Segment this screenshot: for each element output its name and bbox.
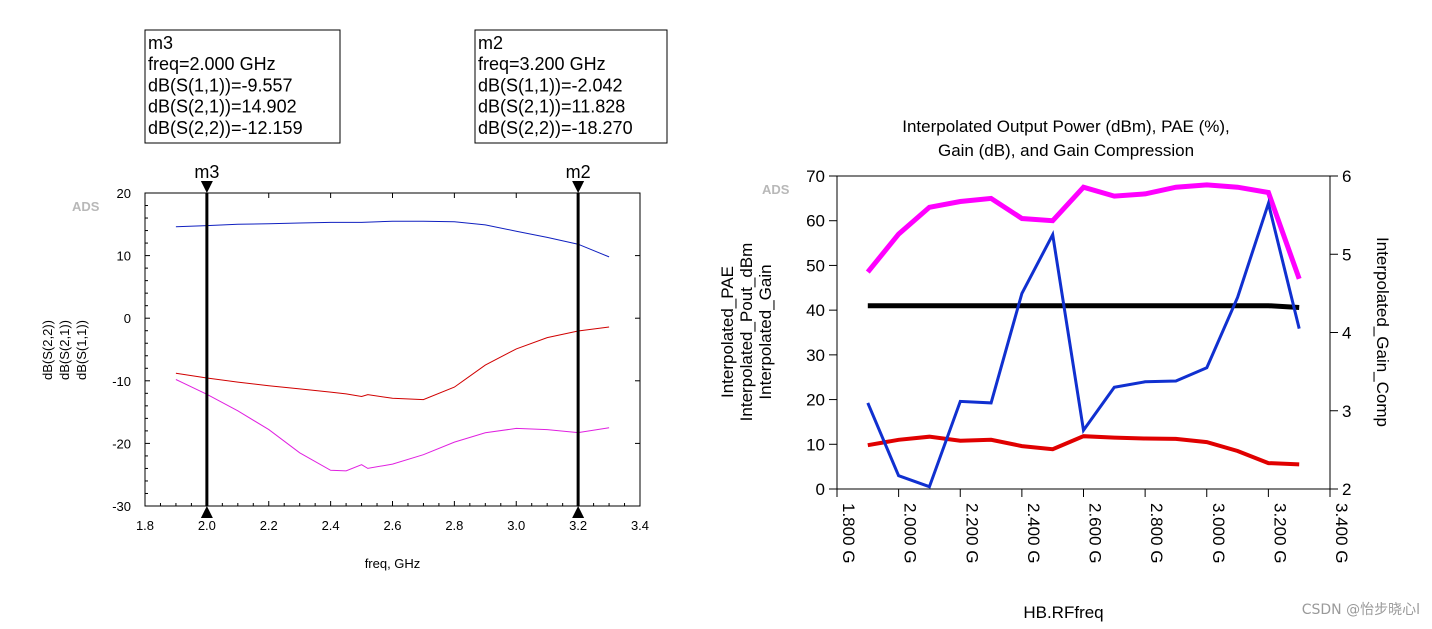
left-y-label-2: dB(S(1,1)) (74, 320, 89, 380)
left-y-tick-label: 0 (124, 311, 131, 326)
marker-readout-line: dB(S(1,1))=-9.557 (148, 75, 293, 95)
left-y-tick-label: -10 (112, 374, 131, 389)
right-x-tick-label: 3.400 G (1332, 503, 1351, 564)
marker-readout-box (474, 29, 668, 144)
marker-readout-line: freq=3.200 GHz (478, 54, 606, 74)
left-series-db-s-2-2- (175, 379, 610, 472)
left-x-tick-label: 3.0 (507, 518, 525, 533)
right-title-line: Gain (dB), and Gain Compression (938, 141, 1194, 160)
right-series-interpolated-pout-dbm (867, 303, 1300, 310)
left-y-tick-label: 10 (117, 249, 131, 264)
right-series-interpolated-pae (865, 182, 1302, 280)
left-x-tick-label: 1.8 (136, 518, 154, 533)
left-y-label-0: dB(S(2,2)) (40, 320, 55, 380)
right-x-tick-label: 2.200 G (962, 503, 981, 564)
marker-bottom-triangle (200, 506, 213, 518)
marker-name-m3: m3 (194, 162, 219, 182)
right-series-interpolated-gain-comp (866, 197, 1301, 489)
marker-readout-line: m3 (148, 33, 173, 53)
marker-readout-box (144, 29, 341, 144)
left-x-axis-label: freq, GHz (365, 556, 421, 571)
right-y-label-right: Interpolated_Gain_Comp (1373, 237, 1392, 427)
left-chart: 1.8 2.0 2.2 2.4 2.6 2.8 3.0 3.2 3.4 20 10 0 -10 -20 -3… (40, 29, 668, 571)
marker-readout-line: dB(S(2,1))=11.828 (478, 97, 625, 117)
marker-readout-line: freq=2.000 GHz (148, 54, 276, 74)
left-x-tick-label: 3.4 (631, 518, 649, 533)
left-x-tick-label: 2.2 (260, 518, 278, 533)
left-ads-label: ADS (72, 199, 100, 214)
right-right-y-tick-label: 3 (1342, 402, 1351, 421)
right-title: Interpolated Output Power (dBm), PAE (%)… (902, 117, 1230, 160)
marker-name-m2: m2 (566, 162, 591, 182)
left-x-tick-label: 2.6 (383, 518, 401, 533)
left-x-tick-label: 2.0 (198, 518, 216, 533)
right-left-y-tick-label: 60 (806, 212, 825, 231)
right-left-y-tick-label: 10 (806, 435, 825, 454)
right-series-interpolated-gain (867, 434, 1300, 467)
right-right-y-tick-label: 2 (1342, 480, 1351, 499)
marker-top-triangle (572, 181, 585, 193)
left-series-db-s-1-1- (175, 326, 610, 401)
marker-readout-line: m2 (478, 33, 503, 53)
left-x-tick-label: 2.4 (322, 518, 340, 533)
right-left-y-tick-label: 20 (806, 391, 825, 410)
right-y-label-0: Interpolated_PAE (718, 266, 737, 398)
right-ads-label: ADS (762, 182, 790, 197)
right-x-tick-label: 2.400 G (1024, 503, 1043, 564)
right-left-y-tick-label: 40 (806, 301, 825, 320)
right-right-y-tick-label: 6 (1342, 167, 1351, 186)
right-x-tick-label: 3.200 G (1270, 503, 1289, 564)
right-x-tick-label: 3.000 G (1209, 503, 1228, 564)
marker-readout-line: dB(S(2,1))=14.902 (148, 97, 297, 117)
left-y-tick-label: 20 (117, 186, 131, 201)
marker-bottom-triangle (572, 506, 585, 518)
right-left-y-labels: Interpolated_PAE Interpolated_Pout_dBm Int… (718, 243, 775, 422)
left-y-label-1: dB(S(2,1)) (57, 320, 72, 380)
right-x-tick-label: 2.800 G (1147, 503, 1166, 564)
left-y-axis-labels: dB(S(2,2)) dB(S(2,1)) dB(S(1,1)) (40, 320, 89, 380)
right-chart: Interpolated Output Power (dBm), PAE (%)… (718, 117, 1392, 622)
right-right-y-tick-label: 4 (1342, 324, 1351, 343)
right-x-tick-label: 1.800 G (839, 503, 858, 564)
right-title-line: Interpolated Output Power (dBm), PAE (%)… (902, 117, 1230, 136)
left-x-tick-label: 2.8 (445, 518, 463, 533)
left-y-tick-label: -20 (112, 436, 131, 451)
right-x-axis-label: HB.RFfreq (1023, 603, 1103, 622)
marker-readout-line: dB(S(1,1))=-2.042 (478, 75, 623, 95)
right-left-y-tick-label: 0 (816, 480, 825, 499)
left-plot-frame (144, 192, 641, 507)
left-y-tick-label: -30 (112, 499, 131, 514)
right-right-y-tick-label: 5 (1342, 245, 1351, 264)
right-x-tick-label: 2.600 G (1086, 503, 1105, 564)
right-left-y-tick-label: 30 (806, 346, 825, 365)
left-x-tick-label: 3.2 (569, 518, 587, 533)
marker-top-triangle (200, 181, 213, 193)
marker-readout-line: dB(S(2,2))=-12.159 (148, 118, 303, 138)
right-y-label-2: Interpolated_Gain (756, 264, 775, 399)
right-left-y-tick-label: 50 (806, 256, 825, 275)
right-left-y-tick-label: 70 (806, 167, 825, 186)
right-x-tick-label: 2.000 G (901, 503, 920, 564)
right-y-label-1: Interpolated_Pout_dBm (737, 243, 756, 422)
watermark: CSDN @怡步晓心l (1302, 602, 1420, 618)
left-series-db-s-2-1- (175, 220, 610, 258)
marker-readout-line: dB(S(2,2))=-18.270 (478, 118, 633, 138)
